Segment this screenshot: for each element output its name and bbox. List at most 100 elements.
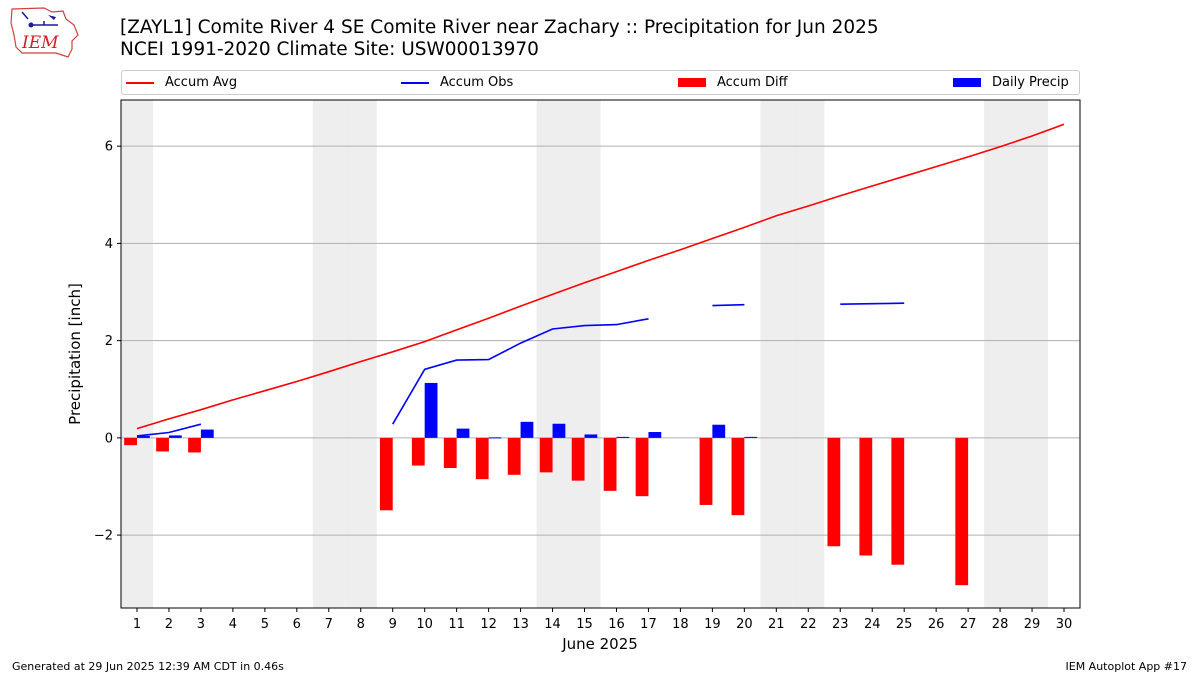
y-axis-ticks: −2 0 2 4 6 <box>94 140 121 544</box>
weekend-band-14 <box>536 100 569 608</box>
accum-diff-bar-day-16 <box>603 437 617 491</box>
title-line-2: NCEI 1991-2020 Climate Site: USW00013970 <box>120 39 539 60</box>
x-tick-label: 18 <box>672 617 689 632</box>
daily-precip-bar-day-11 <box>456 428 470 438</box>
x-tick-label: 30 <box>1056 617 1073 632</box>
weekend-band-7 <box>312 100 345 608</box>
y-tick-label: −2 <box>94 529 113 544</box>
weekend-band-8 <box>344 100 377 608</box>
chart-title: [ZAYL1] Comite River 4 SE Comite River n… <box>120 17 879 61</box>
accum-obs-line-segment-3 <box>840 302 905 305</box>
accum-diff-bar-day-2 <box>156 437 169 452</box>
legend-swatch-accum-obs <box>401 81 429 84</box>
plot-frame <box>120 99 1081 609</box>
accum-diff-bar-day-3 <box>188 437 201 453</box>
accum-diff-bar-day-11 <box>443 437 457 468</box>
x-tick-label: 3 <box>197 617 205 632</box>
x-tick-label: 26 <box>928 617 945 632</box>
accum-diff-bar-day-15 <box>571 437 585 481</box>
x-tick-label: 25 <box>896 617 913 632</box>
x-tick-label: 20 <box>736 617 753 632</box>
weekend-band-21 <box>760 100 793 608</box>
x-tick-label: 17 <box>640 617 657 632</box>
x-tick-label: 6 <box>293 617 301 632</box>
iem-logo: IEM <box>8 5 80 59</box>
daily-precip-bar-day-3 <box>200 429 214 438</box>
daily-precip-bar-day-2 <box>168 435 182 438</box>
footer-app: IEM Autoplot App #17 <box>1065 660 1188 673</box>
x-tick-label: 15 <box>576 617 593 632</box>
legend-accum-avg: Accum Avg <box>126 71 237 94</box>
daily-precip-bar-day-10 <box>424 382 438 438</box>
x-tick-label: 9 <box>389 617 397 632</box>
legend-swatch-daily-precip <box>953 78 981 87</box>
x-tick-label: 2 <box>165 617 173 632</box>
legend-label-accum-diff: Accum Diff <box>717 75 788 90</box>
footer-generated: Generated at 29 Jun 2025 12:39 AM CDT in… <box>12 660 284 673</box>
x-tick-label: 1 <box>133 617 141 632</box>
x-tick-label: 23 <box>832 617 849 632</box>
x-tick-label: 28 <box>992 617 1009 632</box>
weekend-band-1 <box>121 100 153 608</box>
x-axis-label: June 2025 <box>561 635 638 653</box>
legend-swatch-accum-avg <box>126 81 154 84</box>
accum-diff-bar-day-17 <box>635 437 649 497</box>
x-tick-label: 29 <box>1024 617 1041 632</box>
x-tick-label: 24 <box>864 617 881 632</box>
x-tick-label: 4 <box>229 617 237 632</box>
daily-precip-bar-day-15 <box>584 434 598 438</box>
accum-obs-line-segment-0 <box>136 423 202 437</box>
bars <box>124 382 969 586</box>
legend-label-daily-precip: Daily Precip <box>992 75 1069 90</box>
accum-diff-bar-day-27 <box>955 437 969 586</box>
x-tick-label: 14 <box>544 617 561 632</box>
accum-diff-bar-day-10 <box>411 437 425 466</box>
x-tick-label: 22 <box>800 617 817 632</box>
legend-label-accum-avg: Accum Avg <box>165 75 238 90</box>
daily-precip-bar-day-1 <box>136 435 150 438</box>
accum-diff-bar-day-14 <box>539 437 553 473</box>
y-tick-label: 4 <box>105 237 113 252</box>
weekend-band-15 <box>568 100 601 608</box>
y-tick-label: 2 <box>105 334 113 349</box>
y-tick-label: 6 <box>105 140 113 155</box>
legend-label-accum-obs: Accum Obs <box>440 75 514 90</box>
x-axis-ticks: 1 2 3 4 5 6 7 8 9 10 11 12 13 14 15 16 17 18 19 20 21 22 23 24 2… <box>133 608 1072 632</box>
legend-daily-precip: Daily Precip <box>953 71 1069 94</box>
x-tick-label: 11 <box>448 617 465 632</box>
daily-precip-bar-day-16 <box>616 436 630 438</box>
y-axis-label: Precipitation [inch] <box>66 283 84 425</box>
accum-avg-line-segment-0 <box>136 123 1065 430</box>
accum-diff-bar-day-9 <box>379 437 393 511</box>
weekend-band-28 <box>984 100 1017 608</box>
gridlines <box>121 145 1080 536</box>
legend: Accum Avg Accum Obs Accum Diff Daily Pre… <box>121 70 1080 95</box>
x-tick-label: 16 <box>608 617 625 632</box>
accum-diff-bar-day-19 <box>699 437 713 505</box>
daily-precip-bar-day-17 <box>648 432 662 438</box>
daily-precip-bar-day-19 <box>712 424 726 438</box>
daily-precip-bar-day-13 <box>520 421 534 438</box>
accum-diff-bar-day-12 <box>475 437 489 480</box>
accum-diff-bar-day-13 <box>507 437 521 475</box>
daily-precip-bar-day-20 <box>744 436 758 438</box>
legend-accum-obs: Accum Obs <box>401 71 513 94</box>
x-tick-label: 5 <box>261 617 269 632</box>
accum-diff-bar-day-20 <box>731 437 745 516</box>
accum-diff-bar-day-1 <box>124 437 137 446</box>
weekend-band-22 <box>792 100 825 608</box>
title-line-1: [ZAYL1] Comite River 4 SE Comite River n… <box>120 17 879 38</box>
accum-diff-bar-day-25 <box>891 437 905 565</box>
x-tick-label: 8 <box>357 617 365 632</box>
x-tick-label: 10 <box>416 617 433 632</box>
daily-precip-bar-day-14 <box>552 423 566 438</box>
x-tick-label: 13 <box>512 617 529 632</box>
accum-diff-bar-day-24 <box>859 437 873 556</box>
x-tick-label: 7 <box>325 617 333 632</box>
x-tick-label: 21 <box>768 617 785 632</box>
x-tick-label: 19 <box>704 617 721 632</box>
logo-text: IEM <box>21 33 59 53</box>
daily-precip-bar-day-12 <box>488 437 502 439</box>
y-tick-label: 0 <box>105 431 113 446</box>
